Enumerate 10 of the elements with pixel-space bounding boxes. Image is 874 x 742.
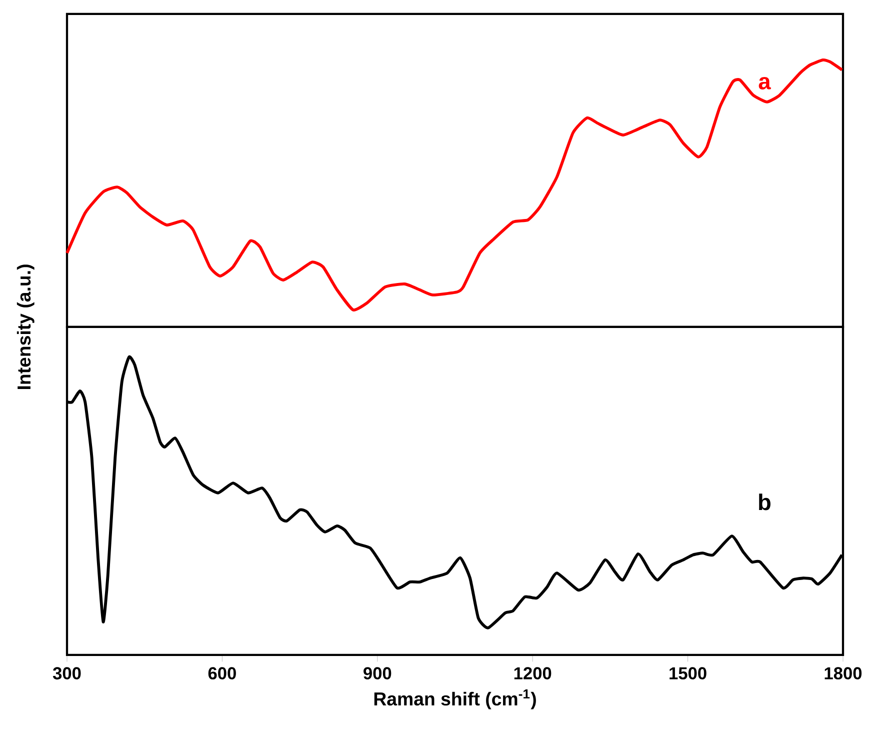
x-axis-title: Raman shift (cm$^{-1}$) [374, 689, 536, 710]
x-tick-label: 300 [52, 667, 81, 680]
series-label: a [758, 77, 771, 90]
y-axis-title: Intensity (a.u.) [16, 264, 34, 389]
x-tick-label: 1500 [670, 667, 706, 680]
x-tick-label: 600 [208, 667, 236, 680]
x-tick-label: 1800 [824, 667, 862, 680]
x-tick-label: 1200 [514, 667, 552, 680]
series-label: b [759, 494, 770, 510]
x-tick-label: 900 [364, 667, 392, 680]
